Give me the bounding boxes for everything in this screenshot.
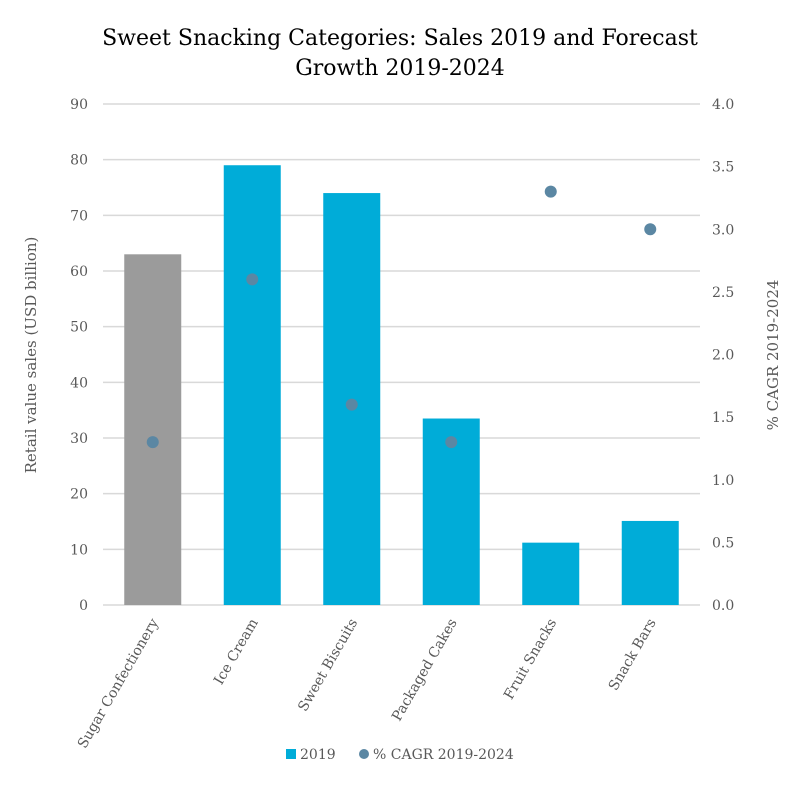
y2-tick-label: 0.5: [712, 535, 734, 551]
y-tick-label: 70: [70, 208, 88, 224]
cagr-point: [345, 398, 358, 411]
y-tick-label: 0: [79, 598, 88, 614]
x-tick-label: Ice Cream: [211, 616, 262, 688]
y2-tick-label: 2.0: [712, 348, 734, 364]
x-tick-label: Packaged Cakes: [389, 616, 461, 724]
y2-tick-label: 0.0: [712, 598, 734, 614]
x-tick-label: Fruit Snacks: [501, 616, 560, 702]
bar: [422, 418, 480, 605]
y-axis-label: Retail value sales (USD billion): [22, 237, 40, 474]
x-tick-label: Sugar Confectionery: [75, 616, 162, 751]
y2-tick-label: 3.0: [712, 222, 734, 238]
y-tick-label: 80: [70, 153, 88, 169]
cagr-point: [544, 185, 557, 198]
y-tick-label: 20: [70, 487, 88, 503]
legend-label-2019: 2019: [300, 747, 336, 763]
y2-tick-label: 1.5: [712, 410, 734, 426]
y2-tick-label: 3.5: [712, 160, 734, 176]
legend-swatch-cagr: [359, 749, 369, 759]
legend-swatch-2019: [286, 749, 296, 759]
bar: [223, 165, 281, 605]
y2-tick-label: 1.0: [712, 473, 734, 489]
cagr-point: [246, 273, 259, 286]
chart-title: Sweet Snacking Categories: Sales 2019 an…: [102, 26, 698, 51]
bar: [124, 254, 182, 606]
y-tick-label: 30: [70, 431, 88, 447]
cagr-point: [146, 436, 159, 449]
legend-label-cagr: % CAGR 2019-2024: [373, 747, 514, 763]
y-tick-label: 10: [70, 542, 88, 558]
y-tick-label: 60: [70, 264, 88, 280]
y2-tick-label: 4.0: [712, 97, 734, 113]
y2-axis-label: % CAGR 2019-2024: [764, 280, 782, 431]
y-tick-label: 40: [70, 375, 88, 391]
y-tick-label: 90: [70, 97, 88, 113]
bar: [522, 542, 580, 605]
x-tick-label: Sweet Biscuits: [295, 616, 361, 714]
x-tick-label: Snack Bars: [606, 616, 660, 693]
cagr-point: [644, 223, 657, 236]
y-tick-label: 50: [70, 320, 88, 336]
cagr-point: [445, 436, 458, 449]
chart-title: Growth 2019-2024: [295, 56, 505, 81]
y2-tick-label: 2.5: [712, 285, 734, 301]
bar: [621, 520, 679, 605]
